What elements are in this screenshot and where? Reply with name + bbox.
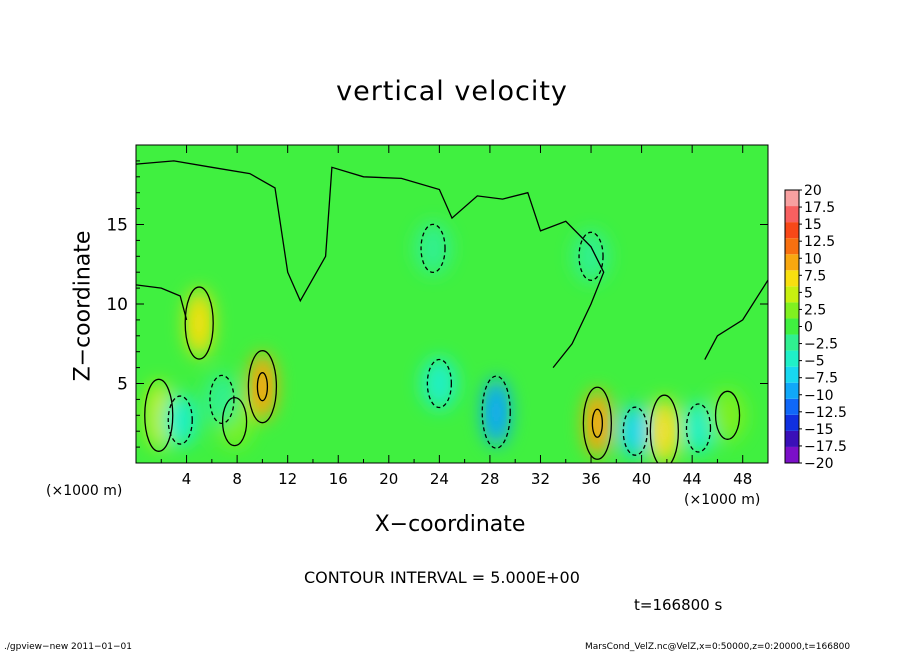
field-features (144, 222, 746, 463)
colorbar-cell-16 (785, 190, 799, 207)
contour-zero-right (704, 279, 768, 360)
contour-3 (247, 350, 278, 424)
colorbar-cell-12 (785, 254, 799, 271)
colorbar-label: 5 (804, 285, 813, 301)
colorbar-cell-14 (785, 222, 799, 239)
colorbar-label: −2.5 (804, 337, 838, 353)
x-tick-label: 36 (581, 470, 600, 488)
colorbar-cell-4 (785, 382, 799, 399)
feature-5 (203, 373, 240, 426)
x-tick-label: 20 (379, 470, 398, 488)
contour-2 (221, 397, 248, 447)
contour-10 (649, 394, 679, 463)
colorbar-label: 7.5 (804, 268, 826, 284)
colorbar-label: 17.5 (804, 200, 835, 216)
feature-core-7 (489, 394, 504, 431)
contour-4 (167, 395, 193, 445)
colorbar-cell-2 (785, 414, 799, 431)
x-unit-label-right: (×1000 m) (684, 492, 761, 508)
contour-13 (420, 223, 446, 274)
colorbar-label: 2.5 (804, 302, 826, 318)
colorbar-label: 15 (804, 217, 822, 233)
contour-11 (685, 403, 712, 453)
x-axis-label: X−coordinate (374, 512, 526, 537)
feature-13 (415, 222, 452, 275)
colorbar-label: −10 (804, 388, 834, 404)
contour-6 (426, 358, 453, 409)
colorbar-label: 12.5 (804, 234, 835, 250)
colorbar-label: 0 (804, 320, 813, 336)
colorbar-label: −7.5 (804, 371, 838, 387)
y-tick-label: 5 (117, 375, 128, 395)
contour-zero-left (136, 284, 188, 321)
colorbar-label: −17.5 (804, 439, 847, 455)
contour-1 (184, 286, 214, 360)
feature-12 (709, 389, 746, 442)
colorbar-label: −5 (804, 354, 825, 370)
colorbar-label: 20 (804, 183, 822, 199)
colorbar-label: −12.5 (804, 405, 847, 421)
colorbar-cell-10 (785, 286, 799, 303)
colorbar-cell-3 (785, 398, 799, 415)
contour-12 (714, 390, 741, 440)
colorbar-cell-5 (785, 366, 799, 383)
contour-9 (622, 406, 648, 456)
heatmap-field (136, 145, 768, 463)
contour-inner-3 (256, 372, 269, 402)
colorbar-cell-15 (785, 206, 799, 223)
y-tick-label: 15 (106, 216, 128, 236)
contour-8 (582, 386, 613, 460)
contour-14 (578, 231, 604, 281)
x-unit-label-left: (×1000 m) (46, 483, 123, 499)
x-tick-label: 40 (632, 470, 651, 488)
colorbar-cell-6 (785, 350, 799, 367)
feature-9 (617, 405, 654, 458)
contour-zero-upper (136, 160, 605, 369)
y-axis-label: Z−coordinate (70, 230, 96, 382)
contour-interval-text: CONTOUR INTERVAL = 5.000E+00 (304, 568, 580, 587)
x-tick-label: 4 (182, 470, 192, 488)
y-tick-label: 10 (106, 295, 128, 315)
feature-core-1 (192, 305, 207, 342)
x-tick-label: 24 (430, 470, 449, 488)
contour-5 (209, 374, 235, 425)
x-tick-label: 28 (480, 470, 499, 488)
colorbar-cell-9 (785, 302, 799, 319)
colorbar-cell-1 (785, 430, 799, 447)
x-tick-label: 32 (531, 470, 550, 488)
contour-inner-8 (591, 408, 604, 438)
feature-11 (680, 402, 717, 455)
contour-lines (136, 160, 768, 463)
colorbar-cell-0 (785, 446, 799, 463)
colorbar-cell-11 (785, 270, 799, 287)
colorbar-label: −20 (804, 456, 834, 472)
feature-6 (421, 357, 458, 410)
time-label: t=166800 s (634, 596, 723, 614)
footer-right: MarsCond_VelZ.nc@VelZ,x=0:50000,z=0:2000… (585, 642, 851, 652)
colorbar-label: 10 (804, 251, 822, 267)
x-tick-label: 8 (232, 470, 242, 488)
x-tick-label: 48 (733, 470, 752, 488)
colorbar-cell-7 (785, 334, 799, 351)
colorbar-cell-8 (785, 318, 799, 335)
x-axis: 4 8 12 16 20 24 28 32 36 40 44 48 (160, 145, 752, 488)
chart-title: vertical velocity (336, 76, 568, 107)
x-tick-label: 16 (329, 470, 348, 488)
feature-core-10 (657, 413, 672, 450)
footer-left: ./gpview−new 2011−01−01 (4, 642, 132, 652)
feature-14 (573, 230, 610, 283)
colorbar-label: −15 (804, 422, 834, 438)
colorbar-cell-13 (785, 238, 799, 255)
x-tick-label: 44 (683, 470, 702, 488)
y-axis: 5 10 15 (106, 160, 768, 448)
x-tick-label: 12 (278, 470, 297, 488)
contour-0 (144, 378, 174, 452)
contour-7 (481, 375, 511, 449)
